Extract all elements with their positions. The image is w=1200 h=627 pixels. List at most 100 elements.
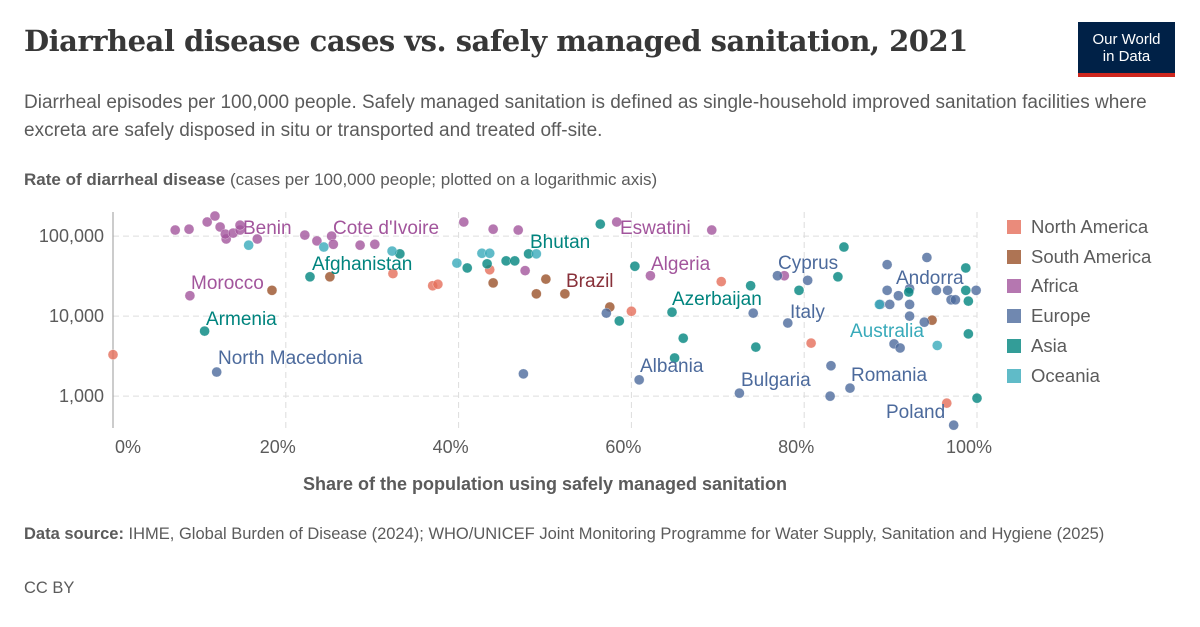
y-axis-title-note: (cases per 100,000 people; plotted on a …	[230, 170, 658, 189]
data-point-oceania	[243, 239, 254, 251]
data-point-oceania	[451, 257, 463, 269]
owid-logo[interactable]: Our World in Data	[1078, 22, 1175, 77]
data-point-asia	[832, 271, 844, 283]
legend-label: Asia	[1031, 335, 1067, 357]
data-point-asia	[677, 332, 689, 344]
data-point-europe	[633, 374, 645, 386]
point-label: Brazil	[566, 271, 614, 292]
data-point-asia	[960, 262, 972, 274]
point-label: Poland	[886, 402, 945, 423]
data-point-africa	[214, 221, 226, 233]
legend-item[interactable]: Oceania	[1007, 361, 1151, 391]
point-label: Afghanistan	[312, 254, 412, 275]
data-point-europe	[844, 382, 856, 394]
legend-swatch	[1007, 368, 1021, 383]
data-point-europe	[747, 307, 759, 319]
legend-swatch	[1007, 249, 1021, 264]
point-label: Bulgaria	[741, 370, 811, 391]
data-point-africa	[519, 265, 531, 276]
x-tick-label: 100%	[946, 437, 992, 457]
data-point-africa	[299, 229, 311, 241]
x-tick-label: 20%	[260, 437, 296, 457]
data-point-asia	[629, 260, 641, 272]
chart-title: Diarrheal disease cases vs. safely manag…	[24, 24, 968, 58]
point-label: Italy	[790, 302, 825, 323]
data-point-europe	[734, 387, 745, 399]
logo-line-1: Our World	[1092, 31, 1161, 48]
license[interactable]: CC BY	[24, 579, 75, 597]
legend-item[interactable]: South America	[1007, 242, 1151, 272]
data-point-europe	[931, 285, 942, 296]
legend-label: Oceania	[1031, 364, 1100, 386]
x-tick-label: 60%	[605, 437, 641, 457]
point-label: Eswatini	[620, 218, 691, 239]
legend-item[interactable]: Asia	[1007, 331, 1151, 361]
x-tick-label: 80%	[778, 437, 814, 457]
legend-item[interactable]: North America	[1007, 212, 1151, 242]
legend-swatch	[1007, 219, 1021, 234]
source-text: IHME, Global Burden of Disease (2024); W…	[128, 525, 1105, 543]
y-tick-label: 100,000	[39, 226, 104, 246]
data-point-asia	[963, 328, 974, 340]
data-point-africa	[252, 233, 263, 245]
logo-accent-bar	[1078, 73, 1175, 77]
x-tick-label: 40%	[433, 437, 469, 457]
legend-label: Africa	[1031, 275, 1079, 297]
data-point-africa	[209, 210, 221, 222]
data-point-europe	[601, 307, 612, 319]
data-point-africa	[487, 223, 499, 235]
data-point-south-america	[324, 271, 336, 283]
data-point-europe	[921, 252, 933, 263]
data-point-europe	[948, 419, 959, 431]
data-point-asia	[595, 218, 606, 230]
data-point-south-america	[540, 273, 552, 285]
data-point-oceania	[531, 248, 542, 260]
legend-swatch	[1007, 279, 1021, 294]
data-point-asia	[745, 280, 756, 291]
point-label: Cyprus	[778, 253, 838, 274]
data-point-europe	[970, 285, 982, 296]
data-point-asia	[838, 241, 850, 253]
point-label: Armenia	[206, 309, 277, 330]
point-label: Australia	[850, 321, 924, 342]
data-point-africa	[184, 290, 196, 301]
data-point-europe	[772, 270, 783, 281]
data-point-asia	[903, 286, 914, 298]
legend-label: Europe	[1031, 305, 1091, 327]
y-axis-title-main: Rate of diarrheal disease	[24, 170, 226, 189]
data-point-north-america	[432, 279, 444, 290]
legend-label: South America	[1031, 245, 1152, 267]
legend-swatch	[1007, 309, 1021, 324]
data-point-africa	[201, 216, 213, 228]
x-axis-title: Share of the population using safely man…	[303, 474, 787, 494]
data-point-europe	[824, 390, 836, 402]
data-point-africa	[234, 219, 246, 231]
data-point-north-america	[107, 349, 119, 360]
point-label: Bhutan	[530, 232, 590, 253]
y-tick-label: 10,000	[49, 306, 104, 326]
data-point-asia	[304, 271, 316, 283]
data-point-south-america	[531, 288, 542, 300]
chart-subtitle: Diarrheal episodes per 100,000 people. S…	[24, 92, 1147, 141]
data-point-north-america	[626, 306, 637, 317]
legend-item[interactable]: Africa	[1007, 272, 1151, 302]
point-label: Cote d'Ivoire	[333, 218, 439, 239]
data-point-europe	[893, 290, 904, 301]
data-point-asia	[461, 262, 473, 274]
data-point-asia	[614, 315, 625, 327]
data-point-oceania	[932, 340, 943, 351]
data-point-asia	[793, 285, 805, 296]
data-point-oceania	[874, 299, 885, 310]
data-point-south-america	[266, 285, 278, 296]
legend-item[interactable]: Europe	[1007, 301, 1151, 331]
data-point-europe	[942, 285, 953, 296]
data-point-north-america	[805, 337, 817, 349]
data-point-north-america	[941, 397, 953, 409]
legend: North America South America Africa Europe As…	[1007, 212, 1151, 391]
data-point-asia	[963, 295, 974, 307]
point-label: North Macedonia	[218, 348, 363, 369]
data-point-asia	[669, 352, 680, 364]
data-point-asia	[666, 306, 678, 318]
